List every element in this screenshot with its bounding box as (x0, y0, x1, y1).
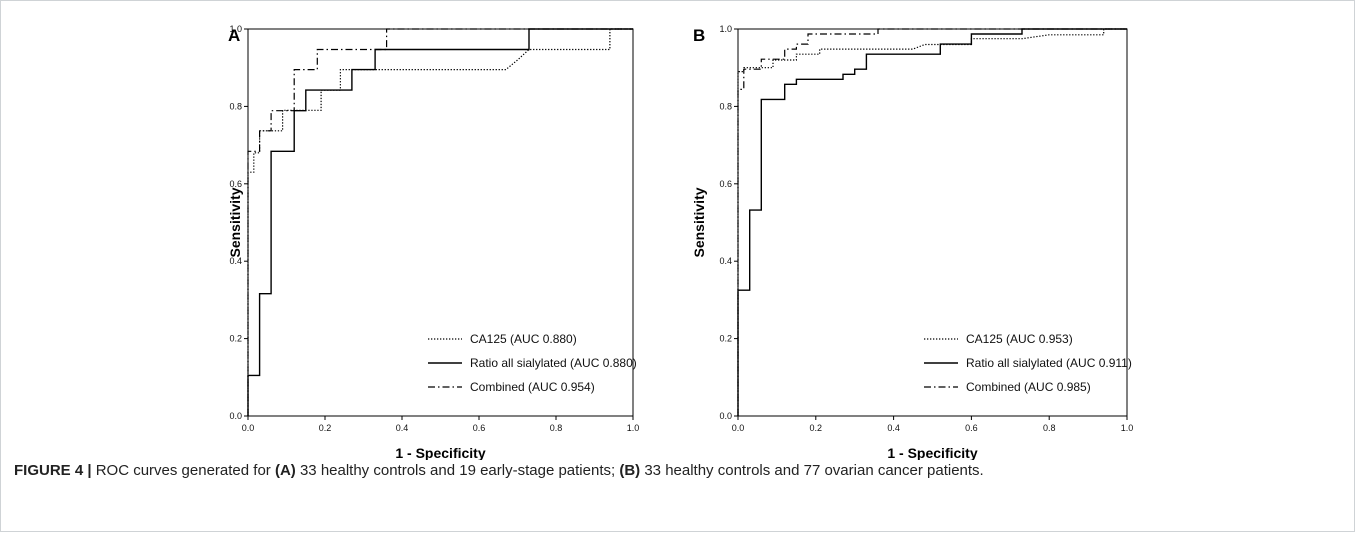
x-tick-label: 0.6 (473, 423, 486, 433)
y-tick-label: 0.4 (229, 256, 242, 266)
y-tick-label: 0.4 (719, 256, 732, 266)
caption-tag-b: (B) (619, 462, 641, 479)
x-tick-label: 0.8 (1043, 423, 1056, 433)
legend-entry: CA125 (AUC 0.953) (966, 332, 1073, 346)
x-tick-label: 0.0 (242, 423, 255, 433)
y-tick-label: 1.0 (229, 24, 242, 34)
x-tick-label: 1.0 (627, 423, 640, 433)
x-tick-label: 0.2 (319, 423, 332, 433)
panel-a: 0.0 0.2 0.4 0.6 0.8 1.0 0.0 0.2 0.4 0.6 0.8 1.0 1 - … (227, 24, 639, 460)
caption-tag-a: (A) (274, 462, 296, 479)
x-tick-label: 0.8 (550, 423, 563, 433)
x-tick-label: 0.6 (965, 423, 978, 433)
x-tick-label: 0.0 (732, 423, 745, 433)
y-axis-title: Sensitivity (227, 187, 243, 257)
y-tick-label: 0.8 (719, 101, 732, 111)
legend-entry: Ratio all sialylated (AUC 0.911) (966, 356, 1132, 370)
panel-letter: A (228, 26, 240, 45)
panel-letter: B (693, 26, 705, 45)
caption-figure-label: FIGURE 4 | (14, 462, 92, 479)
legend-entry: Combined (AUC 0.985) (966, 380, 1091, 394)
series-line-dashdot (247, 28, 633, 416)
x-axis-title: 1 - Specificity (887, 445, 977, 460)
caption-text-3: 33 healthy controls and 77 ovarian cance… (640, 462, 984, 479)
y-tick-label: 1.0 (719, 24, 732, 34)
figure-caption: FIGURE 4 | ROC curves generated for (A) … (14, 462, 984, 479)
x-tick-label: 0.4 (887, 423, 900, 433)
caption-text-1: ROC curves generated for (91, 462, 275, 479)
y-tick-label: 0.0 (229, 411, 242, 421)
y-axis-title: Sensitivity (691, 187, 707, 257)
legend-entry: Combined (AUC 0.954) (470, 380, 595, 394)
y-tick-label: 0.2 (719, 334, 732, 344)
series-line-dotted (737, 28, 1127, 416)
y-tick-label: 0.6 (719, 179, 732, 189)
series-line-dashdot (737, 28, 1127, 416)
series-line-solid (737, 28, 1127, 416)
y-tick-label: 0.2 (229, 334, 242, 344)
series-line-solid (247, 28, 633, 416)
x-axis-title: 1 - Specificity (395, 445, 485, 460)
y-tick-label: 0.8 (229, 101, 242, 111)
panel-b: 0.0 0.2 0.4 0.6 0.8 1.0 0.0 0.2 0.4 0.6 0.8 1.0 1 - … (691, 24, 1133, 460)
legend-entry: Ratio all sialylated (AUC 0.880) (470, 356, 637, 370)
caption-text-2: 33 healthy controls and 19 early-stage p… (295, 462, 620, 479)
legend-entry: CA125 (AUC 0.880) (470, 332, 577, 346)
x-tick-label: 0.2 (810, 423, 823, 433)
y-tick-label: 0.6 (229, 179, 242, 189)
x-tick-label: 0.4 (396, 423, 409, 433)
figure-svg: 0.0 0.2 0.4 0.6 0.8 1.0 0.0 0.2 0.4 0.6 0.8 1.0 1 - … (227, 24, 1133, 460)
y-tick-label: 0.0 (719, 411, 732, 421)
x-tick-label: 1.0 (1121, 423, 1134, 433)
